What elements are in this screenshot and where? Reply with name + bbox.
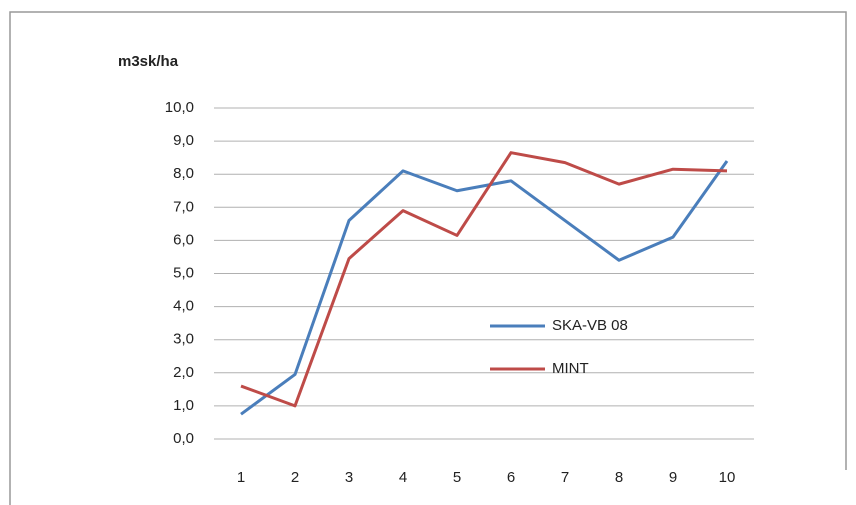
x-tick-label: 3 <box>345 469 353 486</box>
data-line <box>240 160 729 416</box>
y-tick-label: 1,0 <box>173 397 194 414</box>
x-tick-label: 4 <box>399 469 407 486</box>
x-tick-label: 7 <box>561 469 569 486</box>
x-tick-label: 5 <box>453 469 461 486</box>
x-tick-label: 9 <box>669 469 677 486</box>
y-tick-label: 9,0 <box>173 132 194 149</box>
x-tick-label: 2 <box>291 469 299 486</box>
x-tick-label: 6 <box>507 469 515 486</box>
y-tick-label: 4,0 <box>173 298 194 315</box>
y-tick-label: 8,0 <box>173 165 194 182</box>
y-tick-label: 2,0 <box>173 364 194 381</box>
x-tick-label: 8 <box>615 469 623 486</box>
y-tick-label: 5,0 <box>173 264 194 281</box>
legend-label: SKA-VB 08 <box>552 317 628 334</box>
x-tick-label: 1 <box>237 469 245 486</box>
y-tick-label: 10,0 <box>165 99 194 116</box>
legend-label: MINT <box>552 360 589 377</box>
chart-frame <box>9 11 847 505</box>
y-axis-title: m3sk/ha <box>118 53 179 70</box>
y-tick-label: 3,0 <box>173 331 194 348</box>
y-tick-label: 6,0 <box>173 231 194 248</box>
data-line <box>240 151 728 408</box>
y-tick-label: 7,0 <box>173 198 194 215</box>
y-tick-label: 0,0 <box>173 430 194 447</box>
x-tick-label: 10 <box>719 469 736 486</box>
